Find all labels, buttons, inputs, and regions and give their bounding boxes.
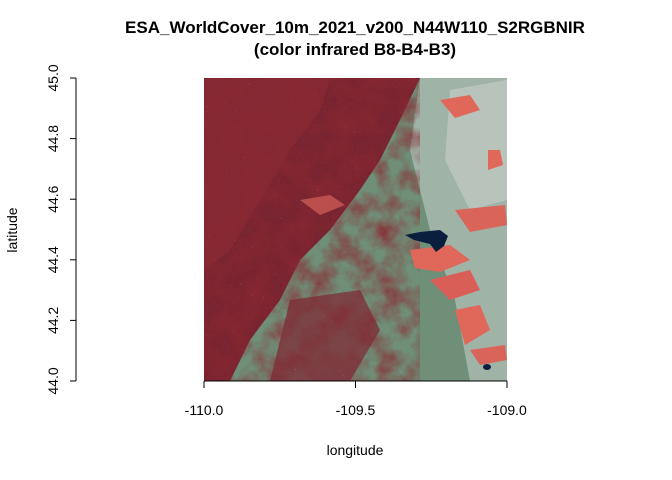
x-tick-label: -110.0: [185, 402, 224, 418]
x-axis-label: longitude: [327, 442, 384, 458]
y-tick-label: 44.2: [45, 307, 61, 334]
figure-title-line2: (color infrared B8-B4-B3): [254, 40, 456, 59]
y-tick-label: 44.8: [45, 125, 61, 152]
x-tick-label: -109.5: [336, 402, 376, 418]
x-tick-label: -109.0: [487, 402, 527, 418]
y-axis-label: latitude: [4, 207, 20, 252]
x-axis: -110.0 -109.5 -109.0: [185, 380, 527, 418]
y-axis: 44.0 44.2 44.4 44.6 44.8 45.0: [45, 64, 77, 395]
y-tick-label: 44.0: [45, 367, 61, 394]
y-tick-label: 45.0: [45, 64, 61, 91]
y-tick-label: 44.4: [45, 246, 61, 273]
satellite-raster: [204, 78, 507, 381]
figure-title-line1: ESA_WorldCover_10m_2021_v200_N44W110_S2R…: [125, 18, 585, 37]
y-tick-label: 44.6: [45, 185, 61, 212]
